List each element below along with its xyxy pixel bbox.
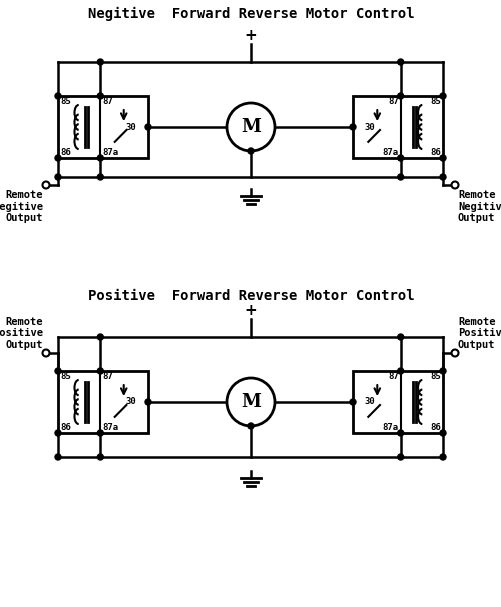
- Circle shape: [227, 378, 275, 426]
- Text: 86: 86: [60, 423, 71, 432]
- Text: 30: 30: [126, 398, 136, 407]
- Circle shape: [97, 155, 103, 161]
- Text: Remote
Negitive
Output: Remote Negitive Output: [458, 190, 501, 223]
- Circle shape: [55, 368, 61, 374]
- Text: +: +: [244, 28, 258, 43]
- Circle shape: [398, 59, 404, 65]
- Circle shape: [248, 423, 254, 429]
- Text: +: +: [244, 303, 258, 318]
- Circle shape: [350, 399, 356, 405]
- Circle shape: [145, 124, 151, 130]
- Circle shape: [97, 430, 103, 436]
- Text: 87a: 87a: [383, 148, 399, 157]
- Text: M: M: [241, 118, 261, 136]
- Text: 30: 30: [126, 123, 136, 132]
- Circle shape: [398, 334, 404, 340]
- Text: 87a: 87a: [383, 423, 399, 432]
- Circle shape: [398, 174, 404, 180]
- Text: Remote
Positive
Output: Remote Positive Output: [0, 317, 43, 350]
- Circle shape: [145, 399, 151, 405]
- Circle shape: [43, 350, 50, 356]
- Text: 85: 85: [60, 372, 71, 381]
- Text: 85: 85: [60, 97, 71, 106]
- Circle shape: [440, 155, 446, 161]
- Circle shape: [97, 59, 103, 65]
- Circle shape: [55, 454, 61, 460]
- Circle shape: [55, 174, 61, 180]
- Text: 87: 87: [102, 97, 113, 106]
- Bar: [58, 96, 148, 158]
- Circle shape: [97, 454, 103, 460]
- Circle shape: [440, 430, 446, 436]
- Text: 87: 87: [388, 97, 399, 106]
- Bar: [58, 371, 148, 433]
- Circle shape: [55, 93, 61, 99]
- Text: Remote
Positive
Output: Remote Positive Output: [458, 317, 501, 350]
- Text: Negitive  Forward Reverse Motor Control: Negitive Forward Reverse Motor Control: [88, 7, 414, 21]
- Bar: [353, 371, 443, 433]
- Text: 86: 86: [60, 148, 71, 157]
- Text: 85: 85: [430, 97, 441, 106]
- Circle shape: [398, 430, 404, 436]
- Circle shape: [451, 181, 458, 189]
- Text: 85: 85: [430, 372, 441, 381]
- Circle shape: [440, 454, 446, 460]
- Circle shape: [97, 93, 103, 99]
- Circle shape: [398, 155, 404, 161]
- Text: 30: 30: [365, 398, 375, 407]
- Text: 30: 30: [365, 123, 375, 132]
- Circle shape: [227, 103, 275, 151]
- Circle shape: [440, 368, 446, 374]
- Circle shape: [97, 368, 103, 374]
- Circle shape: [398, 93, 404, 99]
- Circle shape: [440, 93, 446, 99]
- Text: 87: 87: [388, 372, 399, 381]
- Circle shape: [350, 124, 356, 130]
- Circle shape: [55, 155, 61, 161]
- Text: 86: 86: [430, 423, 441, 432]
- Circle shape: [97, 334, 103, 340]
- Text: 87: 87: [102, 372, 113, 381]
- Circle shape: [398, 454, 404, 460]
- Text: Remote
Negitive
Output: Remote Negitive Output: [0, 190, 43, 223]
- Circle shape: [451, 350, 458, 356]
- Circle shape: [398, 368, 404, 374]
- Text: 86: 86: [430, 148, 441, 157]
- Text: Positive  Forward Reverse Motor Control: Positive Forward Reverse Motor Control: [88, 289, 414, 303]
- Text: 87a: 87a: [102, 423, 118, 432]
- Bar: [353, 96, 443, 158]
- Circle shape: [248, 148, 254, 154]
- Text: M: M: [241, 393, 261, 411]
- Circle shape: [97, 174, 103, 180]
- Text: 87a: 87a: [102, 148, 118, 157]
- Circle shape: [43, 181, 50, 189]
- Circle shape: [55, 430, 61, 436]
- Circle shape: [440, 174, 446, 180]
